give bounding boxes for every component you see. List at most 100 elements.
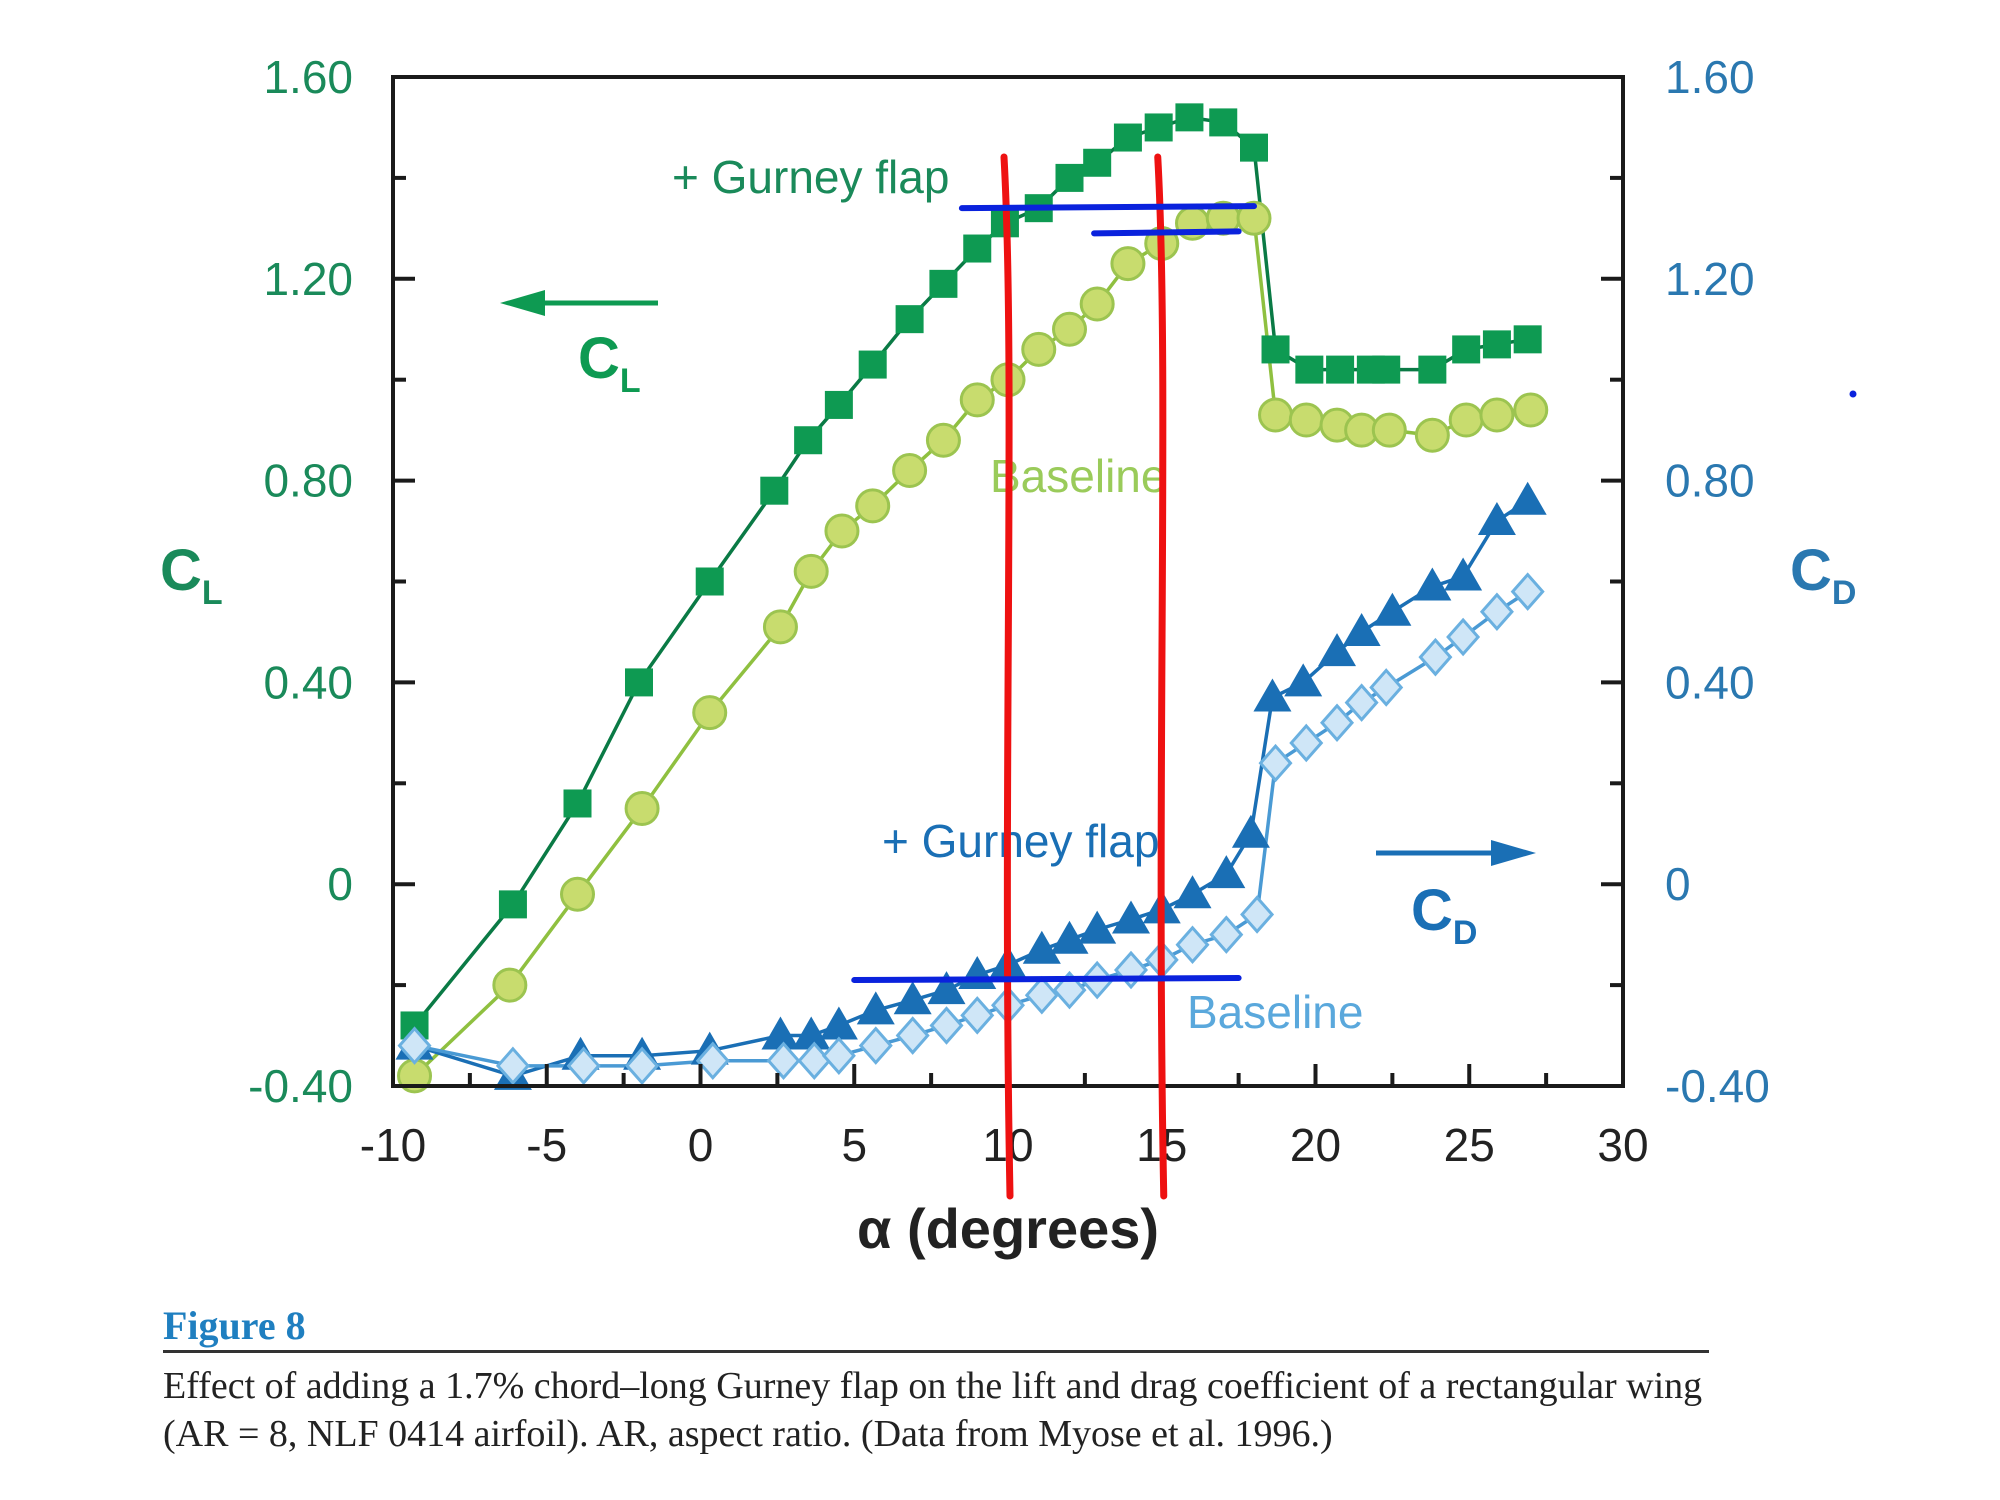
series-markers bbox=[395, 103, 1549, 1094]
annotation-cd-baseline: Baseline bbox=[1187, 986, 1363, 1038]
y-right-tick-label: 0.80 bbox=[1665, 455, 1755, 507]
data-point-circle bbox=[1513, 392, 1549, 428]
y-left-tick-label: 1.60 bbox=[263, 51, 353, 103]
data-point-circle bbox=[824, 513, 860, 549]
data-point-square bbox=[1452, 335, 1481, 364]
annotation-cl-gurney: + Gurney flap bbox=[672, 151, 949, 203]
data-point-triangle bbox=[1253, 678, 1292, 712]
y-left-tick-label: 0.80 bbox=[263, 455, 353, 507]
caption-divider bbox=[163, 1350, 1709, 1353]
data-point-diamond bbox=[1479, 592, 1514, 632]
blue-marker-line bbox=[958, 203, 1257, 212]
data-point-diamond bbox=[1024, 975, 1059, 1015]
x-tick-label: 20 bbox=[1290, 1119, 1341, 1171]
y-axis-label-right: CD bbox=[1790, 538, 1856, 612]
data-point-square bbox=[1482, 330, 1511, 359]
data-point-triangle bbox=[1284, 663, 1323, 697]
data-point-diamond bbox=[821, 1036, 856, 1075]
cl-arrow-icon bbox=[500, 290, 658, 316]
y-right-tick-label: 1.60 bbox=[1665, 51, 1755, 103]
x-tick-label: 25 bbox=[1444, 1119, 1495, 1171]
x-axis-label: α (degrees) bbox=[857, 1197, 1159, 1260]
data-point-square bbox=[625, 668, 653, 697]
data-point-square bbox=[760, 476, 789, 505]
y-right-tick-label: 0 bbox=[1665, 858, 1691, 910]
data-point-triangle bbox=[1508, 481, 1547, 515]
data-point-circle bbox=[793, 553, 829, 589]
data-point-circle bbox=[1079, 286, 1115, 322]
data-point-diamond bbox=[1113, 950, 1149, 990]
data-point-triangle bbox=[958, 956, 997, 990]
data-point-square bbox=[858, 350, 887, 379]
data-point-diamond bbox=[1446, 617, 1481, 657]
blue-marker-line bbox=[851, 975, 1242, 984]
x-tick-label: 0 bbox=[688, 1119, 714, 1171]
data-point-circle bbox=[1288, 402, 1324, 438]
cd-arrow-label: CD bbox=[1411, 878, 1477, 952]
figure-title: Figure 8 bbox=[163, 1303, 306, 1348]
data-point-triangle bbox=[1207, 855, 1246, 889]
data-point-triangle bbox=[1231, 814, 1270, 848]
data-point-square bbox=[1372, 355, 1401, 384]
data-point-diamond bbox=[960, 996, 995, 1035]
y-axis-label-left: CL bbox=[160, 538, 223, 612]
data-point-diamond bbox=[929, 1006, 964, 1045]
data-point-diamond bbox=[895, 1016, 930, 1055]
data-point-triangle bbox=[1173, 875, 1212, 909]
data-point-circle bbox=[1258, 397, 1294, 433]
data-point-triangle bbox=[1022, 930, 1061, 964]
data-point-circle bbox=[560, 876, 595, 912]
data-point-triangle bbox=[1078, 910, 1117, 944]
y-left-tick-label: 0 bbox=[327, 858, 353, 910]
cl-arrow-label: CL bbox=[578, 326, 641, 400]
data-point-circle bbox=[1479, 397, 1515, 433]
data-point-diamond bbox=[695, 1041, 730, 1081]
y-left-tick-label: 1.20 bbox=[263, 253, 353, 305]
data-point-triangle bbox=[927, 971, 966, 1005]
data-point-diamond bbox=[1418, 637, 1453, 677]
data-point-circle bbox=[1414, 417, 1450, 453]
data-point-circle bbox=[762, 609, 798, 645]
blue-marker-line bbox=[1091, 228, 1242, 237]
data-point-triangle bbox=[1342, 612, 1381, 646]
data-point-square bbox=[824, 390, 853, 419]
red-marker-line bbox=[1154, 153, 1168, 1200]
x-tick-label: 30 bbox=[1597, 1119, 1648, 1171]
y-left-tick-label: 0.40 bbox=[263, 656, 353, 708]
data-point-diamond bbox=[1209, 915, 1244, 954]
data-point-square bbox=[1144, 113, 1173, 142]
data-point-circle bbox=[492, 967, 528, 1003]
data-point-square bbox=[1261, 335, 1290, 364]
data-point-triangle bbox=[893, 981, 932, 1015]
data-point-square bbox=[1513, 325, 1542, 354]
data-point-circle bbox=[925, 422, 961, 458]
data-point-square bbox=[1055, 163, 1084, 192]
x-tick-label: -5 bbox=[526, 1119, 567, 1171]
data-point-square bbox=[1240, 133, 1268, 162]
data-point-square bbox=[1209, 108, 1238, 137]
data-point-circle bbox=[892, 453, 928, 489]
data-point-diamond bbox=[1510, 572, 1545, 611]
data-point-square bbox=[563, 789, 592, 818]
data-point-square bbox=[695, 567, 724, 596]
cd-arrow-icon bbox=[1376, 840, 1536, 866]
data-point-diamond bbox=[625, 1046, 660, 1086]
data-point-diamond bbox=[1320, 703, 1355, 743]
blue-marker-dot bbox=[1849, 390, 1857, 398]
data-point-diamond bbox=[566, 1046, 601, 1086]
data-point-triangle bbox=[819, 1006, 858, 1040]
chart: -10 -5 0 5 10 15 20 25 30-0.4000.400.801.201.60-… bbox=[160, 51, 1857, 1260]
data-point-circle bbox=[1052, 311, 1087, 347]
x-tick-label: 5 bbox=[841, 1119, 867, 1171]
data-point-triangle bbox=[1112, 900, 1150, 934]
data-point-circle bbox=[1448, 402, 1484, 438]
data-point-circle bbox=[692, 695, 728, 731]
data-point-square bbox=[498, 890, 527, 919]
data-point-square bbox=[929, 269, 958, 298]
annotation-cl-baseline: Baseline bbox=[990, 450, 1166, 502]
data-point-diamond bbox=[766, 1041, 801, 1081]
data-point-square bbox=[895, 305, 924, 334]
data-point-square bbox=[963, 234, 992, 263]
data-point-square bbox=[1175, 103, 1204, 132]
data-point-circle bbox=[624, 791, 660, 827]
